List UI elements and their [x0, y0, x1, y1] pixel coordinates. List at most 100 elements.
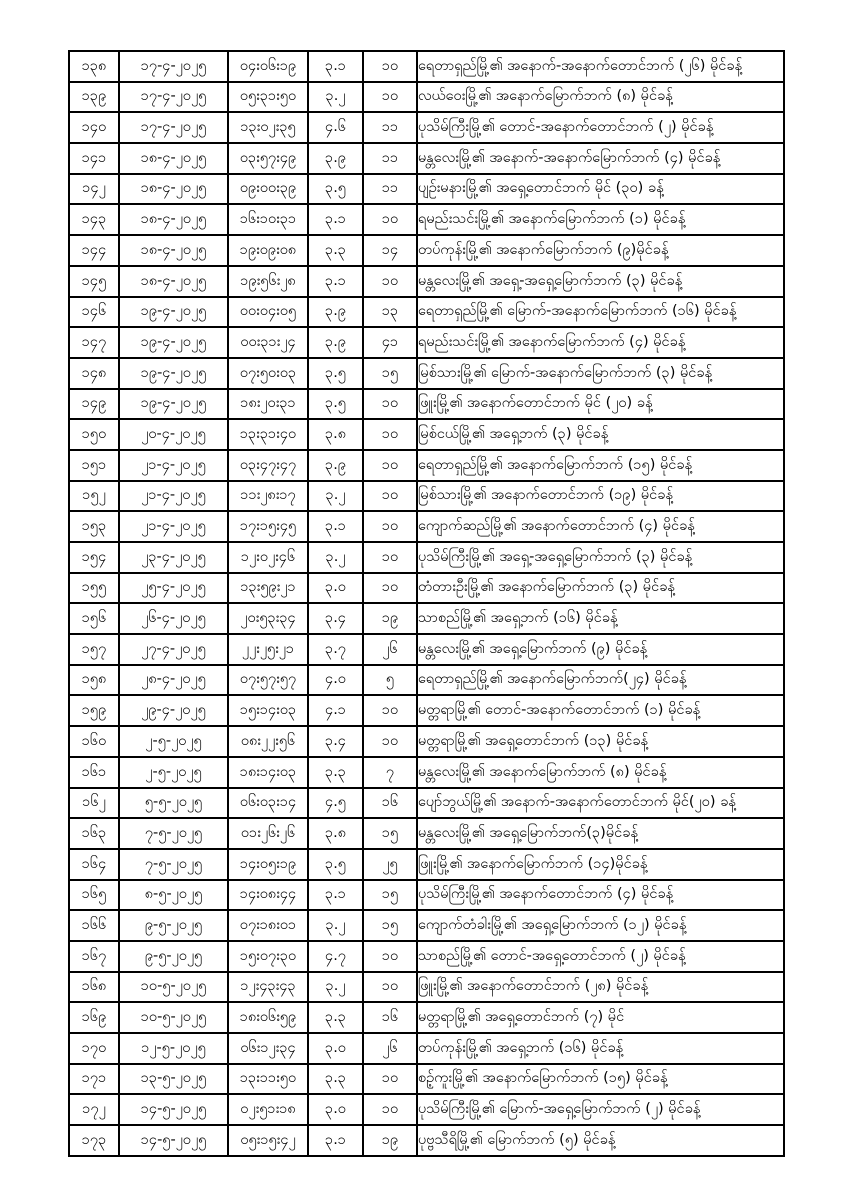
cell-time: ၁၃း၀၂း၃၅	[227, 111, 309, 145]
cell-location: ပုသိမ်ကြီးမြို့၏ မြောက်-အရှေ့မြောက်ဘက် (…	[416, 1093, 785, 1127]
cell-time: ၀၄း၀၆း၁၉	[227, 50, 309, 83]
cell-date: ၁၉-၄-၂၀၂၅	[118, 295, 229, 329]
cell-date: ၂-၅-၂၀၂၅	[118, 725, 229, 758]
cell-row-number: ၁၅၈	[68, 663, 120, 697]
cell-magnitude: ၃.၅	[307, 356, 364, 390]
cell-depth: ၁၃	[362, 295, 418, 329]
cell-magnitude: ၃.၂	[307, 479, 364, 513]
cell-location: ရေတာရှည်မြို့၏ အနောက်-အနောက်တောင်ဘက် (၂၆…	[416, 50, 785, 83]
cell-row-number: ၁၅၇	[68, 633, 120, 666]
cell-date: ၁၂-၅-၂၀၂၅	[118, 1032, 229, 1065]
cell-row-number: ၁၆၃	[68, 817, 120, 850]
cell-time: ၁၈း၁၄း၀၃	[227, 755, 309, 789]
cell-row-number: ၁၆၄	[68, 847, 120, 881]
cell-date: ၉-၅-၂၀၂၅	[118, 909, 229, 942]
cell-time: ၁၇း၁၅း၄၅	[227, 510, 309, 543]
cell-row-number: ၁၄၈	[68, 356, 120, 390]
cell-date: ၂၆-၄-၂၀၂၅	[118, 602, 229, 636]
cell-depth: ၁၆	[362, 786, 418, 820]
cell-location: ပုသိမ်ကြီးမြို့၏ အနောက်တောင်ဘက် (၄) မိုင…	[416, 878, 785, 912]
cell-magnitude: ၃.၉	[307, 326, 364, 359]
cell-date: ၁၀-၅-၂၀၂၅	[118, 1001, 229, 1034]
cell-depth: ၁၀	[362, 80, 418, 114]
cell-magnitude: ၃.၀	[307, 1032, 364, 1065]
cell-depth: ၁၄	[362, 234, 418, 267]
table-row: ၁၃၉ ၁၇-၄-၂၀၂၅ ၀၅း၃၁း၅၀ ၃.၂ ၁၀ လယ်ဝေးမြို…	[68, 80, 785, 114]
cell-date: ၂-၅-၂၀၂၅	[118, 755, 229, 789]
cell-location: လယ်ဝေးမြို့၏ အနောက်မြောက်ဘက် (၈) မိုင်ခန…	[416, 80, 785, 114]
table-row: ၁၃၈ ၁၇-၄-၂၀၂၅ ၀၄း၀၆း၁၉ ၃.၁ ၁၀ ရေတာရှည်မြ…	[68, 50, 785, 83]
cell-row-number: ၁၇၀	[68, 1032, 120, 1065]
cell-location: တံတားဦးမြို့၏ အနောက်မြောက်ဘက် (၃) မိုင်ခ…	[416, 571, 785, 605]
cell-row-number: ၁၅၀	[68, 418, 120, 451]
cell-time: ၀၀း၃၁း၂၄	[227, 326, 309, 359]
cell-depth: ၁၅	[362, 356, 418, 390]
table-row: ၁၆၈ ၁၀-၅-၂၀၂၅ ၁၂း၄၃း၄၃ ၃.၂ ၁၀ ဖြူးမြို့၏…	[68, 970, 785, 1004]
cell-date: ၂၅-၄-၂၀၂၅	[118, 571, 229, 605]
cell-magnitude: ၃.၂	[307, 970, 364, 1004]
cell-time: ၀၅း၃၁း၅၀	[227, 80, 309, 114]
cell-magnitude: ၃.၅	[307, 847, 364, 881]
cell-date: ၁၇-၄-၂၀၂၅	[118, 50, 229, 83]
table-row: ၁၄၃ ၁၈-၄-၂၀၂၅ ၁၆း၁၀း၃၁ ၃.၁ ၁၀ ရမည်းသင်းမ…	[68, 203, 785, 237]
cell-time: ၀၁း၂၆း၂၆	[227, 817, 309, 850]
cell-date: ၁၉-၄-၂၀၂၅	[118, 387, 229, 421]
cell-location: ရေတာရှည်မြို့၏ မြောက်-အနောက်မြောက်ဘက် (၁…	[416, 295, 785, 329]
cell-row-number: ၁၆၁	[68, 755, 120, 789]
cell-row-number: ၁၄၅	[68, 264, 120, 298]
cell-depth: ၁၅	[362, 817, 418, 850]
cell-date: ၇-၅-၂၀၂၅	[118, 817, 229, 850]
cell-depth: ၁၉	[362, 602, 418, 636]
table-row: ၁၇၁ ၁၃-၅-၂၀၂၅ ၁၃း၁၁း၅၀ ၃.၃ ၁၀ စဉ့်ကူးမြိ…	[68, 1062, 785, 1096]
cell-time: ၀၂း၅၁း၁၈	[227, 1093, 309, 1127]
cell-row-number: ၁၄၄	[68, 234, 120, 267]
cell-magnitude: ၃.၁	[307, 510, 364, 543]
table-row: ၁၄၉ ၁၉-၄-၂၀၂၅ ၁၈း၂၀း၃၁ ၃.၅ ၁၀ ဖြူးမြို့၏…	[68, 387, 785, 421]
cell-row-number: ၁၆၀	[68, 725, 120, 758]
cell-depth: ၁၀	[362, 387, 418, 421]
cell-date: ၂၀-၄-၂၀၂၅	[118, 418, 229, 451]
cell-time: ၁၁း၂၈း၁၇	[227, 479, 309, 513]
cell-date: ၂၈-၄-၂၀၂၅	[118, 663, 229, 697]
cell-row-number: ၁၄၆	[68, 295, 120, 329]
table-row: ၁၆၇ ၉-၅-၂၀၂၅ ၁၅း၀၇း၃၀ ၄.၇ ၁၀ သာစည်မြို့၏…	[68, 939, 785, 973]
cell-location: မန္တလေးမြို့၏ အနောက်-အနောက်မြောက်ဘက် (၄)…	[416, 142, 785, 175]
table-row: ၁၆၀ ၂-၅-၂၀၂၅ ၀၈း၂၂း၅၆ ၃.၄ ၁၀ မတ္တရာမြို့…	[68, 725, 785, 758]
table-row: ၁၄၆ ၁၉-၄-၂၀၂၅ ၀၀း၀၄း၀၅ ၃.၉ ၁၃ ရေတာရှည်မြ…	[68, 295, 785, 329]
cell-row-number: ၁၄၉	[68, 387, 120, 421]
cell-location: ဖြူးမြို့၏ အနောက်မြောက်ဘက် (၁၄)မိုင်ခန့်	[416, 847, 785, 881]
cell-depth: ၁၁	[362, 111, 418, 145]
cell-magnitude: ၃.၁	[307, 1124, 364, 1157]
table-row: ၁၆၅ ၈-၅-၂၀၂၅ ၁၄း၀၈း၄၄ ၃.၁ ၁၅ ပုသိမ်ကြီးမ…	[68, 878, 785, 912]
cell-magnitude: ၃.၉	[307, 448, 364, 482]
cell-depth: ၁၁	[362, 142, 418, 175]
cell-location: မန္တလေးမြို့၏ အရှေ့မြောက်ဘက် (၉) မိုင်ခန…	[416, 633, 785, 666]
table-row: ၁၇၂ ၁၄-၅-၂၀၂၅ ၀၂း၅၁း၁၈ ၃.၀ ၁၀ ပုသိမ်ကြီး…	[68, 1093, 785, 1127]
cell-date: ၁၈-၄-၂၀၂၅	[118, 142, 229, 175]
cell-location: မန္တလေးမြို့၏ အရှေ့မြောက်ဘက်(၃)မိုင်ခန့်	[416, 817, 785, 850]
cell-magnitude: ၃.၃	[307, 1001, 364, 1034]
cell-time: ၁၄း၀၅း၁၉	[227, 847, 309, 881]
cell-row-number: ၁၅၁	[68, 448, 120, 482]
cell-magnitude: ၃.၉	[307, 142, 364, 175]
cell-row-number: ၁၆၅	[68, 878, 120, 912]
cell-magnitude: ၃.၄	[307, 602, 364, 636]
cell-depth: ၁၁	[362, 172, 418, 206]
cell-location: ပုသိမ်ကြီးမြို့၏ အရှေ့-အရှေ့မြောက်ဘက် (၃…	[416, 541, 785, 574]
cell-time: ၀၇း၅၇း၅၇	[227, 663, 309, 697]
cell-row-number: ၁၆၆	[68, 909, 120, 942]
cell-depth: ၁၀	[362, 1093, 418, 1127]
cell-location: ပုသိမ်ကြီးမြို့၏ တောင်-အနောက်တောင်ဘက် (၂…	[416, 111, 785, 145]
cell-depth: ၁၅	[362, 878, 418, 912]
cell-magnitude: ၃.၅	[307, 387, 364, 421]
cell-location: ကျောက်ဆည်မြို့၏ အနောက်တောင်ဘက် (၄) မိုင်…	[416, 510, 785, 543]
cell-magnitude: ၄.၆	[307, 111, 364, 145]
cell-time: ၁၅း၁၄း၀၃	[227, 694, 309, 728]
cell-depth: ၁၀	[362, 571, 418, 605]
cell-date: ၁၄-၅-၂၀၂၅	[118, 1124, 229, 1157]
cell-location: သာစည်မြို့၏ တောင်-အရှေ့တောင်ဘက် (၂) မိုင…	[416, 939, 785, 973]
cell-time: ၂၂း၂၅း၂၁	[227, 633, 309, 666]
cell-depth: ၁၅	[362, 909, 418, 942]
cell-location: ပုဗ္ဗသီရိမြို့၏ မြောက်ဘက် (၅) မိုင်ခန့်	[416, 1124, 785, 1157]
